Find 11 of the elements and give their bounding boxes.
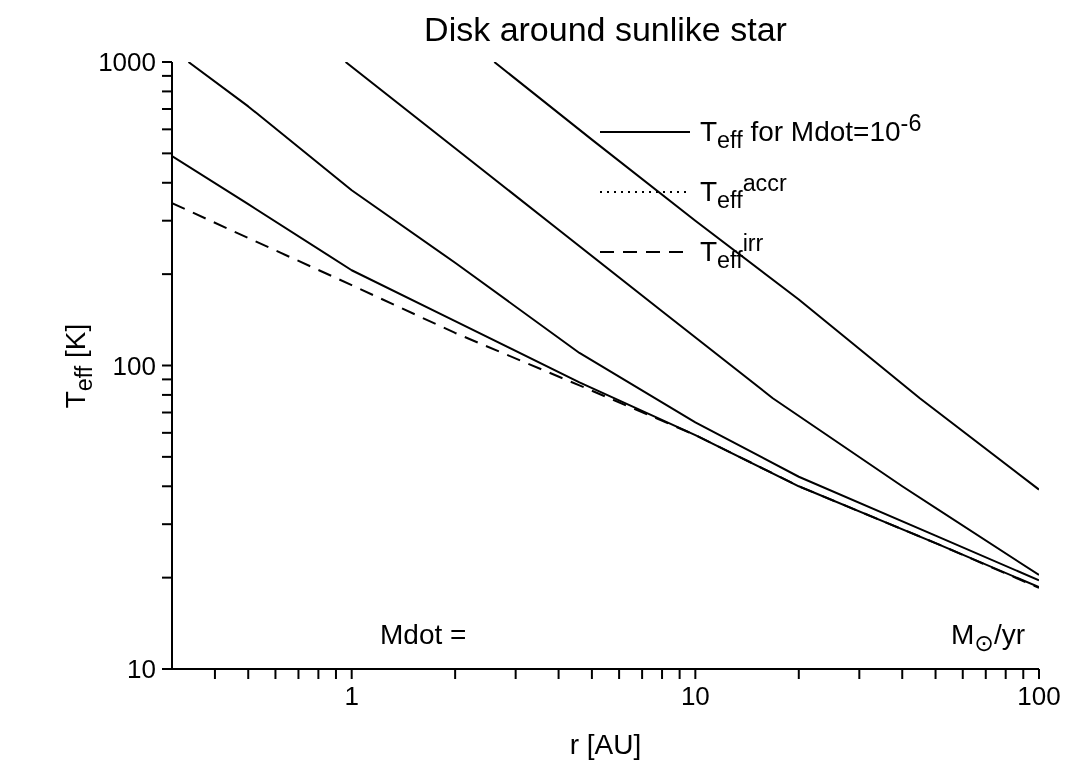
chart-title: Disk around sunlike star: [423, 10, 788, 49]
annotation: Mdot =: [380, 619, 467, 651]
x-tick-label: 1: [344, 681, 359, 712]
y-tick-label: 10: [127, 654, 156, 685]
x-axis-title: r [AU]: [568, 729, 643, 761]
x-tick-label: 10: [680, 681, 710, 712]
annotation: M$_{⊙}$/yr: [951, 619, 1025, 657]
x-tick-label: 100: [1017, 681, 1061, 712]
y-tick-label: 1000: [98, 47, 156, 78]
y-tick-label: 100: [112, 350, 156, 381]
legend-label: T$_{eff}$ for Mdot=10$^{-6}$: [700, 110, 922, 154]
